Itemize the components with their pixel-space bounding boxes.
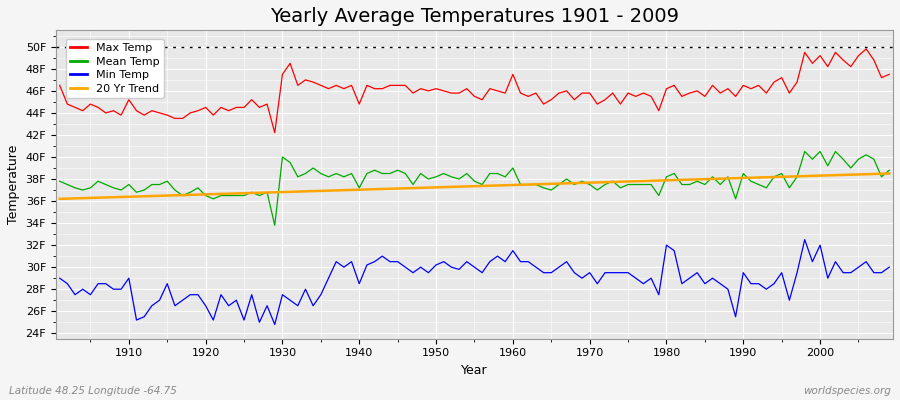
Text: worldspecies.org: worldspecies.org — [803, 386, 891, 396]
Y-axis label: Temperature: Temperature — [7, 145, 20, 224]
X-axis label: Year: Year — [461, 364, 488, 377]
Text: Latitude 48.25 Longitude -64.75: Latitude 48.25 Longitude -64.75 — [9, 386, 177, 396]
Legend: Max Temp, Mean Temp, Min Temp, 20 Yr Trend: Max Temp, Mean Temp, Min Temp, 20 Yr Tre… — [66, 39, 164, 98]
Title: Yearly Average Temperatures 1901 - 2009: Yearly Average Temperatures 1901 - 2009 — [270, 7, 679, 26]
